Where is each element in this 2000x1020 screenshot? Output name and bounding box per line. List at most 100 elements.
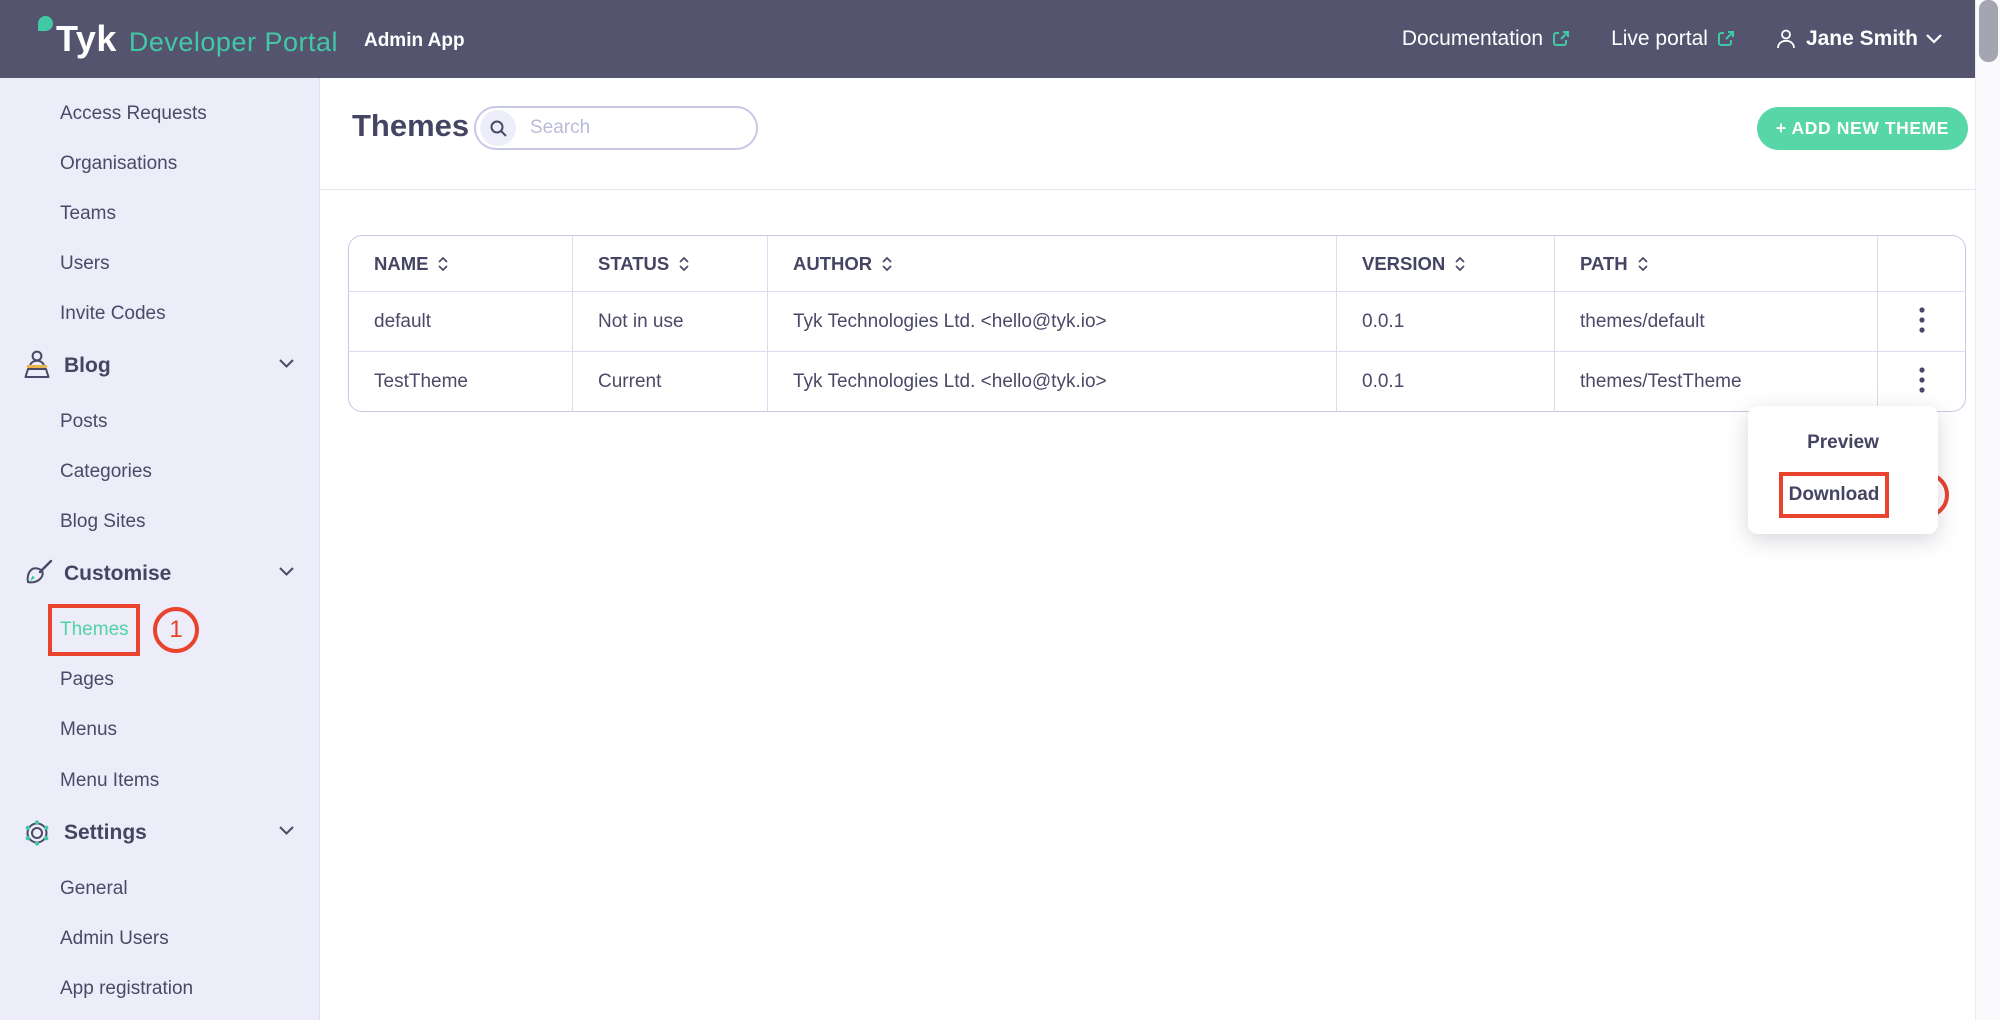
cell-name: default [348,292,573,352]
sidebar-item-invite-codes[interactable]: Invite Codes [0,300,320,328]
sidebar-item-blog-sites[interactable]: Blog Sites [0,508,320,536]
column-header-version[interactable]: VERSION [1337,235,1555,292]
sidebar-item-users[interactable]: Users [0,250,320,278]
external-link-icon [1553,31,1570,46]
cell-version: 0.0.1 [1337,352,1555,412]
column-header-path[interactable]: PATH [1555,235,1878,292]
search-box[interactable] [474,106,758,150]
cell-version: 0.0.1 [1337,292,1555,352]
add-new-theme-button[interactable]: + ADD NEW THEME [1757,107,1968,150]
table-header-row: NAME STATUS AUTHOR VERSION PATH [348,235,1966,292]
sidebar-item-organisations[interactable]: Organisations [0,150,320,178]
row-actions-kebab-icon[interactable] [1909,361,1935,402]
themes-table: NAME STATUS AUTHOR VERSION PATH default … [348,235,1966,412]
documentation-link-label: Documentation [1401,27,1544,50]
paintbrush-icon [26,559,53,584]
blog-icon [24,350,50,378]
chevron-down-icon[interactable] [279,826,294,835]
sidebar-item-label: Invite Codes [60,303,166,324]
column-header-author[interactable]: AUTHOR [768,235,1337,292]
sidebar-item-label: Admin Users [60,928,169,949]
sidebar-item-app-registration[interactable]: App registration [0,975,320,1003]
live-portal-link[interactable]: Live portal [1611,27,1736,51]
table-row: TestTheme Current Tyk Technologies Ltd. … [348,352,1966,412]
sidebar-section-label: Settings [64,821,147,844]
external-link-icon [1717,31,1734,46]
scrollbar-thumb[interactable] [1979,0,1998,62]
sort-icon [1638,256,1648,271]
brand-name: Tyk [56,18,117,59]
page-title: Themes [352,108,470,143]
cell-status: Current [573,352,768,412]
row-actions-kebab-icon[interactable] [1909,301,1935,342]
app-header: Tyk Developer Portal Admin App Documenta… [0,0,2000,78]
sidebar-item-label: Categories [60,461,152,482]
tyk-logo[interactable]: Tyk Developer Portal [38,16,338,60]
sidebar-section-customise[interactable]: Customise [0,557,320,591]
live-portal-link-label: Live portal [1611,27,1708,50]
sidebar-item-label: Pages [60,669,114,690]
sidebar-section-label: Blog [64,354,111,377]
sidebar-item-label: Themes [60,619,129,640]
menu-item-preview[interactable]: Preview [1807,432,1879,453]
tyk-leaf-icon [38,16,53,31]
search-icon [490,120,507,137]
sidebar-item-categories[interactable]: Categories [0,458,320,486]
sort-icon [1455,256,1465,271]
sidebar-item-label: Access Requests [60,103,207,124]
sidebar-item-general[interactable]: General [0,875,320,903]
sidebar-item-posts[interactable]: Posts [0,408,320,436]
gear-icon [25,820,49,846]
sidebar-item-label: Teams [60,203,116,224]
sidebar-item-label: Blog Sites [60,511,146,532]
user-icon [1777,29,1795,49]
sidebar: Access Requests Organisations Teams User… [0,78,320,1020]
column-header-status[interactable]: STATUS [573,235,768,292]
sort-icon [679,256,689,271]
cell-path: themes/default [1555,292,1878,352]
column-header-name[interactable]: NAME [348,235,573,292]
section-divider [320,189,1975,190]
cell-name: TestTheme [348,352,573,412]
chevron-down-icon[interactable] [279,359,294,368]
sidebar-item-label: Organisations [60,153,178,174]
sidebar-item-menus[interactable]: Menus [0,716,320,744]
annotation-circle-step1: 1 [153,607,199,653]
sidebar-item-admin-users[interactable]: Admin Users [0,925,320,953]
sort-icon [438,256,449,271]
search-input[interactable] [530,117,730,139]
sidebar-section-settings[interactable]: Settings [0,816,320,850]
cell-status: Not in use [573,292,768,352]
sidebar-item-pages[interactable]: Pages [0,666,320,694]
cell-author: Tyk Technologies Ltd. <hello@tyk.io> [768,292,1337,352]
chevron-down-icon[interactable] [279,567,294,576]
annotation-box-step1 [48,604,140,656]
product-name: Developer Portal [128,27,338,57]
column-header-actions [1878,235,1966,292]
sidebar-section-blog[interactable]: Blog [0,349,320,383]
scrollbar[interactable] [1975,0,2000,1020]
sidebar-item-label: Menu Items [60,770,160,791]
annotation-number: 1 [169,616,183,643]
header-right: Documentation Live portal Jane Smith [1402,27,1942,51]
sidebar-item-access-requests[interactable]: Access Requests [0,100,320,128]
documentation-link[interactable]: Documentation [1402,27,1571,51]
search-icon-circle [480,110,516,146]
annotation-box-step2: Download [1779,472,1889,518]
user-menu[interactable]: Jane Smith [1774,27,1942,51]
sidebar-item-label: App registration [60,978,194,999]
sidebar-section-label: Customise [64,562,172,585]
row-context-menu: Preview Download [1748,406,1938,534]
app-label: Admin App [363,30,465,51]
user-name: Jane Smith [1805,27,1918,50]
sidebar-item-themes[interactable]: Themes [0,616,320,644]
sidebar-item-menu-items[interactable]: Menu Items [0,767,320,795]
cell-path: themes/TestTheme [1555,352,1878,412]
sort-icon [882,256,892,271]
sidebar-item-teams[interactable]: Teams [0,200,320,228]
sidebar-item-label: General [60,878,128,899]
menu-item-download[interactable]: Download [1788,484,1880,505]
cell-author: Tyk Technologies Ltd. <hello@tyk.io> [768,352,1337,412]
sidebar-item-label: Menus [60,719,118,740]
